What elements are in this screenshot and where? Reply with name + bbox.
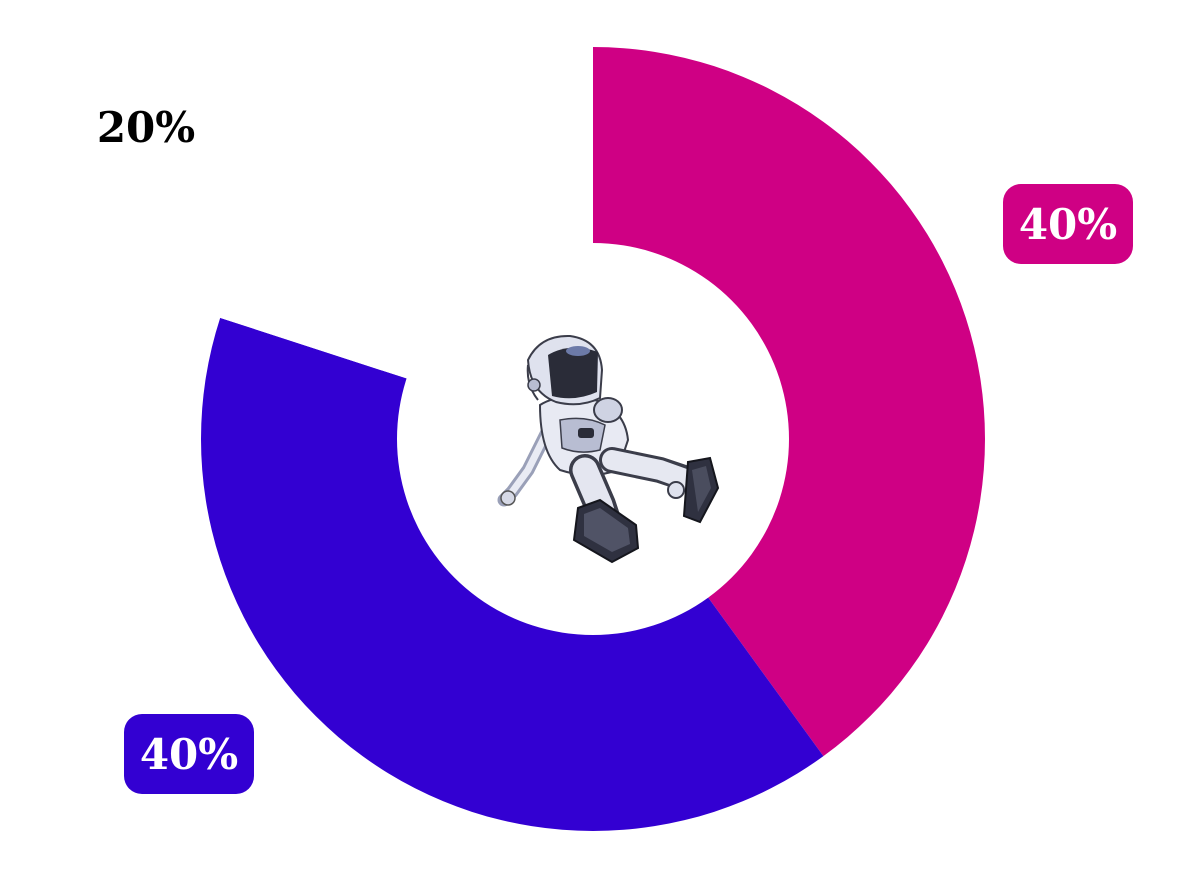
robot-figure <box>497 334 720 564</box>
slice-label-text-1: 40% <box>1019 200 1117 249</box>
slice-label-text-3: 20% <box>97 103 195 152</box>
slice-label-3: 20% <box>97 103 195 152</box>
slice-label-badge-1 <box>1003 184 1133 264</box>
slices-layer <box>201 47 985 831</box>
labels-layer: 40% 40% 20% <box>97 103 1133 794</box>
slice-label-badge-2 <box>124 714 254 794</box>
slice-label-2: 40% <box>124 714 254 794</box>
slice-label-1: 40% <box>1003 184 1133 264</box>
slice-label-text-2: 40% <box>140 730 238 779</box>
donut-slice-2 <box>201 317 824 831</box>
donut-slice-3 <box>220 47 593 379</box>
donut-slice-1 <box>593 47 985 757</box>
